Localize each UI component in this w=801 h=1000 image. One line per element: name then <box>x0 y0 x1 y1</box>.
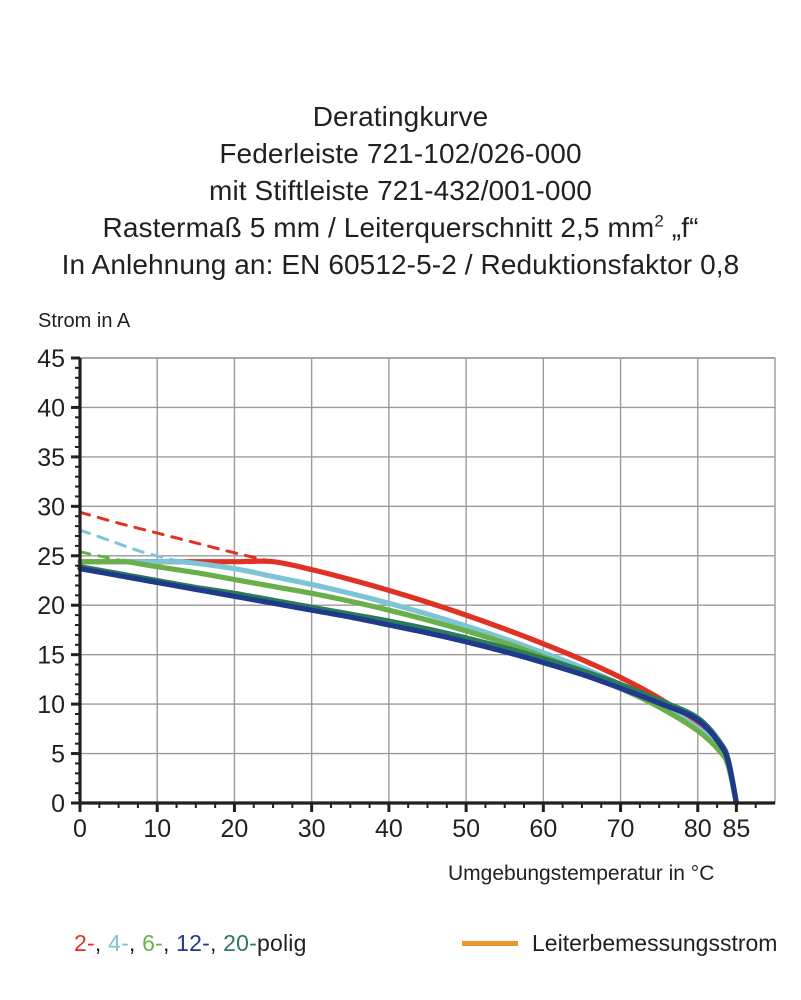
y-tick-label: 0 <box>51 790 65 818</box>
legend-rated-current: Leiterbemessungsstrom <box>462 930 777 957</box>
title-line-4-superscript: 2 <box>654 211 664 231</box>
legend-series-polig: 2-, 4-, 6-, 12-, 20-polig <box>74 930 307 957</box>
y-tick-label: 10 <box>37 691 65 719</box>
y-tick-label: 15 <box>37 642 65 670</box>
y-tick-label: 40 <box>37 394 65 422</box>
legend-item-6-polig: 6- <box>142 930 163 956</box>
legend-item-20-polig: 20- <box>223 930 258 956</box>
legend-item-4-polig: 4- <box>108 930 129 956</box>
series-line-6-polig <box>77 558 739 806</box>
legend-item-12-polig: 12- <box>176 930 210 956</box>
y-tick-label: 45 <box>37 345 65 373</box>
y-tick-label: 20 <box>37 592 65 620</box>
title-line-4: Rastermaß 5 mm / Leiterquerschnitt 2,5 m… <box>0 209 801 246</box>
x-tick-label: 60 <box>529 815 557 843</box>
x-tick-label: 80 <box>684 815 712 843</box>
chart-title-block: Deratingkurve Federleiste 721-102/026-00… <box>0 98 801 283</box>
y-tick-label: 25 <box>37 543 65 571</box>
series-line-12-polig <box>77 566 739 806</box>
x-axis-caption: Umgebungstemperatur in °C <box>448 862 715 885</box>
x-tick-label: 0 <box>73 815 87 843</box>
axis-layer <box>71 356 775 812</box>
series-line-4-polig-unbegrenzt- <box>78 528 182 564</box>
chart-legend: 2-, 4-, 6-, 12-, 20-polig Leiterbemessun… <box>0 930 801 974</box>
x-tick-label: 70 <box>607 815 635 843</box>
series-layer <box>77 510 739 806</box>
title-line-3: mit Stiftleiste 721-432/001-000 <box>209 175 592 206</box>
y-axis-caption: Strom in A <box>38 310 131 332</box>
title-line-1: Deratingkurve <box>312 101 489 132</box>
y-tick-label: 5 <box>51 741 65 769</box>
legend-sep-3: , <box>162 930 177 956</box>
series-line-2-polig-unbegrenzt- <box>78 510 275 564</box>
x-tick-label: 40 <box>375 815 403 843</box>
x-tick-label: 50 <box>452 815 480 843</box>
grid-layer <box>79 357 776 804</box>
legend-rated-label: Leiterbemessungsstrom <box>532 930 778 956</box>
legend-rated-swatch-icon <box>462 941 518 946</box>
y-tick-label: 35 <box>37 444 65 472</box>
legend-sep-1: , <box>94 930 109 956</box>
legend-sep-4: , <box>209 930 224 956</box>
legend-item-2-polig: 2- <box>74 930 95 956</box>
y-tick-label: 30 <box>37 493 65 521</box>
x-tick-label: 10 <box>143 815 171 843</box>
x-tick-label: 85 <box>722 815 750 843</box>
title-line-4-text: Rastermaß 5 mm / Leiterquerschnitt 2,5 m… <box>102 212 655 243</box>
title-line-5: In Anlehnung an: EN 60512-5-2 / Reduktio… <box>61 249 740 280</box>
legend-suffix-polig: polig <box>257 930 307 956</box>
title-line-2: Federleiste 721-102/026-000 <box>219 138 582 169</box>
tick-label-layer: 0 5 10 15 20 25 30 35 40 45 0 10 20 30 40 50 60 70 80 85 <box>37 345 750 843</box>
title-line-4-suffix: „f“ <box>663 212 699 243</box>
legend-sep-2: , <box>128 930 143 956</box>
x-tick-label: 20 <box>221 815 249 843</box>
x-tick-label: 30 <box>298 815 326 843</box>
